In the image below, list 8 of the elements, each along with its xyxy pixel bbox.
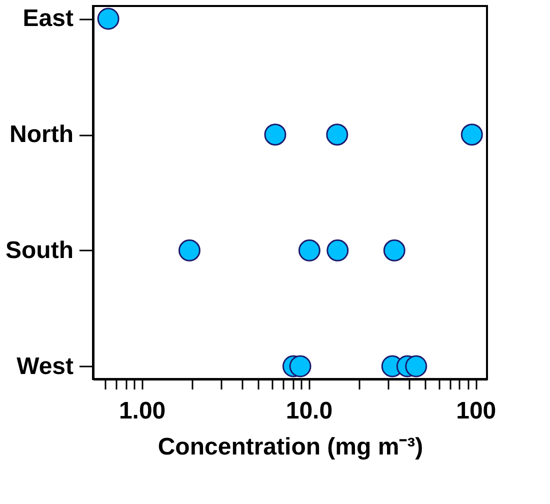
x-axis-title: Concentration (mg m⁻³) [158,434,424,460]
x-tick-label: 100 [456,398,496,424]
y-tick-label: North [10,121,74,148]
y-tick-label: South [6,236,74,264]
y-tick-label: East [22,5,74,32]
x-tick-label: 1.00 [118,398,166,424]
x-tick-label: 10.0 [286,398,333,424]
y-tick-label: West [16,352,74,380]
